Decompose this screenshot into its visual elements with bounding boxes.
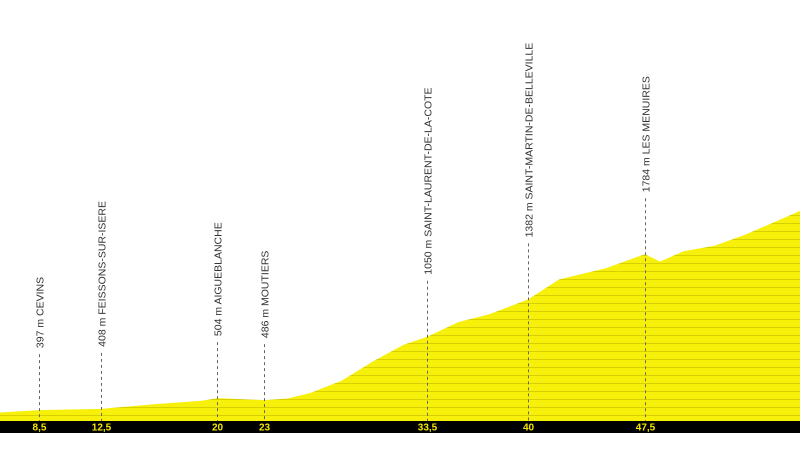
- distance-tick-label: 12,5: [92, 423, 112, 434]
- distance-tick-label: 8,5: [33, 423, 47, 434]
- waypoint-label: 1382 m SAINT-MARTIN-DE-BELLEVILLE: [524, 43, 536, 238]
- elevation-area: [0, 210, 800, 421]
- distance-tick-label: 47,5: [636, 423, 656, 434]
- distance-axis-bar: [0, 421, 800, 433]
- distance-tick-label: 20: [212, 423, 224, 434]
- waypoint-label: 397 m CEVINS: [35, 277, 47, 348]
- waypoint-label: 1784 m LES MENUIRES: [641, 76, 653, 192]
- waypoint-label: 504 m AIGUEBLANCHE: [213, 222, 225, 336]
- distance-tick-label: 33,5: [418, 423, 438, 434]
- waypoint-label: 486 m MOUTIERS: [260, 251, 272, 339]
- waypoint-label: 1050 m SAINT-LAURENT-DE-LA-COTE: [423, 87, 435, 274]
- distance-tick-label: 40: [523, 423, 535, 434]
- waypoint-label: 408 m FEISSONS-SUR-ISERE: [97, 201, 109, 347]
- distance-tick-label: 23: [259, 423, 271, 434]
